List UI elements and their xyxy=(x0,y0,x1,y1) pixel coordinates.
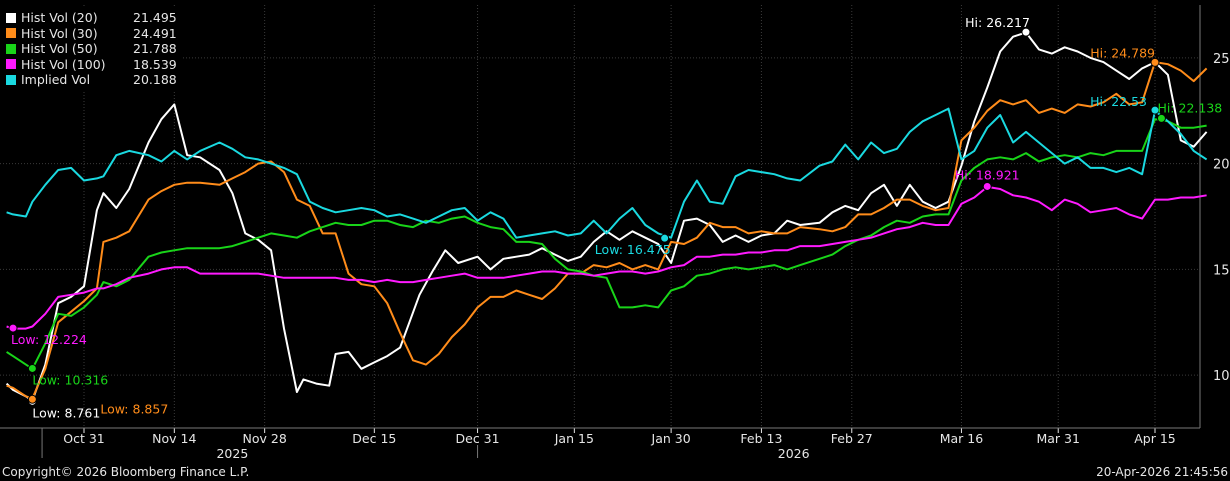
legend-swatch xyxy=(6,59,16,70)
year-label: 2025 xyxy=(216,446,248,461)
x-tick-label: Jan 15 xyxy=(554,431,594,446)
legend-value: 21.495 xyxy=(133,10,177,25)
annotation-label: Low: 8.857 xyxy=(100,401,168,416)
y-tick-label: 20 xyxy=(1213,158,1230,173)
annotation-label: Low: 12.224 xyxy=(11,332,87,347)
annotation-marker xyxy=(27,394,37,404)
x-tick-label: Dec 31 xyxy=(456,431,500,446)
series-line xyxy=(5,31,1208,402)
annotation-label: Low: 8.761 xyxy=(32,405,100,420)
x-tick-label: Oct 31 xyxy=(63,431,105,446)
legend-item: Hist Vol (50) 21.788 xyxy=(6,41,177,57)
annotation-marker xyxy=(660,233,670,243)
x-tick-label: Nov 28 xyxy=(243,431,287,446)
annotation-label: Low: 16.475 xyxy=(595,242,671,257)
annotation-marker xyxy=(1150,57,1160,67)
x-tick-label: Nov 14 xyxy=(152,431,196,446)
annotation-label: Hi: 22.53 xyxy=(1090,94,1147,109)
legend-label: Hist Vol (30) xyxy=(21,25,98,41)
series-line xyxy=(6,118,1207,370)
x-tick-label: Feb 13 xyxy=(740,431,782,446)
legend-item: Hist Vol (100) 18.539 xyxy=(6,57,177,73)
x-tick-label: Apr 15 xyxy=(1134,431,1176,446)
timestamp-text: 20-Apr-2026 21:45:56 xyxy=(1096,465,1228,479)
legend-label: Hist Vol (100) xyxy=(21,56,106,72)
legend-swatch xyxy=(6,12,16,23)
legend-swatch xyxy=(6,74,16,85)
x-tick-label: Jan 30 xyxy=(651,431,691,446)
annotation-marker xyxy=(8,323,18,333)
legend-value: 24.491 xyxy=(133,25,177,41)
x-tick-label: Dec 15 xyxy=(352,431,396,446)
y-tick-label: 15 xyxy=(1213,263,1230,278)
series-line xyxy=(6,185,1207,330)
legend-label: Hist Vol (50) xyxy=(21,41,98,56)
annotation-label: Hi: 22.138 xyxy=(1157,100,1222,115)
legend-swatch xyxy=(6,43,16,54)
legend-value: 20.188 xyxy=(133,72,177,87)
annotation-label: Hi: 24.789 xyxy=(1090,45,1155,60)
annotation-marker xyxy=(1156,113,1166,123)
series-line xyxy=(6,107,1208,239)
annotation-marker xyxy=(982,181,992,191)
legend-value: 21.788 xyxy=(133,41,177,56)
legend: Hist Vol (20) 21.495 Hist Vol (30) 24.491 Hi… xyxy=(0,8,183,92)
annotation-label: Low: 10.316 xyxy=(32,372,108,387)
series-line xyxy=(6,61,1208,400)
annotation-marker xyxy=(27,363,37,373)
y-tick-label: 10 xyxy=(1213,369,1230,384)
legend-item: Hist Vol (30) 24.491 xyxy=(6,26,177,42)
legend-item: Hist Vol (20) 21.495 xyxy=(6,10,177,26)
x-tick-label: Mar 16 xyxy=(940,431,984,446)
annotation-marker xyxy=(1021,27,1031,37)
annotation-marker xyxy=(1150,105,1160,115)
legend-value: 18.539 xyxy=(133,56,177,72)
legend-label: Implied Vol xyxy=(21,72,91,87)
year-label: 2026 xyxy=(778,446,810,461)
x-tick-label: Feb 27 xyxy=(831,431,873,446)
copyright-text: Copyright© 2026 Bloomberg Finance L.P. xyxy=(2,465,250,479)
y-tick-label: 25 xyxy=(1213,52,1230,67)
legend-swatch xyxy=(6,28,16,39)
annotation-label: Hi: 26.217 xyxy=(965,15,1030,30)
legend-label: Hist Vol (20) xyxy=(21,10,98,25)
legend-item: Implied Vol 20.188 xyxy=(6,72,177,88)
x-tick-label: Mar 31 xyxy=(1036,431,1079,446)
annotation-label: Hi: 18.921 xyxy=(955,167,1020,182)
